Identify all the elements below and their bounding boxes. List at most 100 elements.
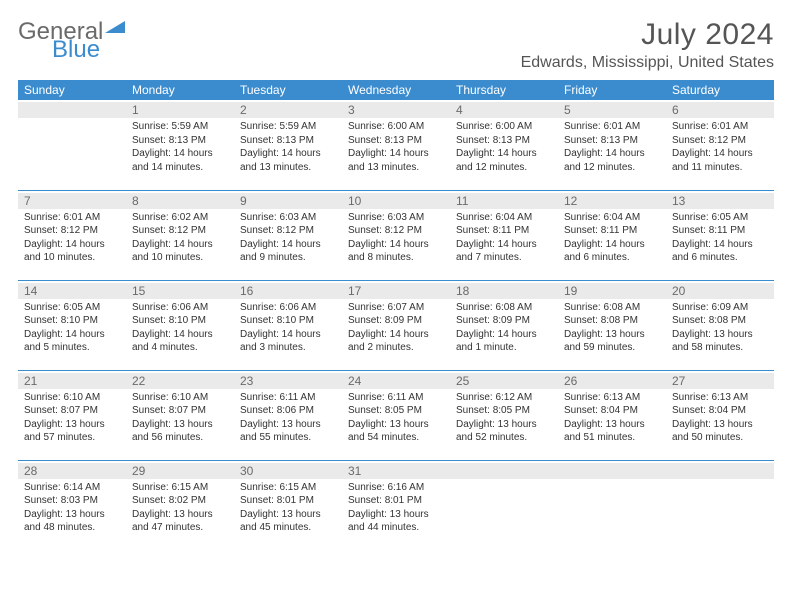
calendar-day-cell: 27 Sunrise: 6:13 AMSunset: 8:04 PMDayligh…	[666, 370, 774, 460]
day-info: Sunrise: 6:10 AMSunset: 8:07 PMDaylight:…	[24, 391, 120, 445]
day-number: 14	[18, 283, 126, 299]
day-info: Sunrise: 6:15 AMSunset: 8:01 PMDaylight:…	[240, 481, 336, 535]
day-info: Sunrise: 6:13 AMSunset: 8:04 PMDaylight:…	[672, 391, 768, 445]
calendar-day-cell: 5 Sunrise: 6:01 AMSunset: 8:13 PMDaylight…	[558, 100, 666, 190]
day-info: Sunrise: 6:05 AMSunset: 8:11 PMDaylight:…	[672, 211, 768, 265]
day-number: 31	[342, 463, 450, 479]
day-info: Sunrise: 6:14 AMSunset: 8:03 PMDaylight:…	[24, 481, 120, 535]
calendar-day-cell: 11 Sunrise: 6:04 AMSunset: 8:11 PMDayligh…	[450, 190, 558, 280]
day-number: 2	[234, 102, 342, 118]
day-number: 26	[558, 373, 666, 389]
calendar-day-cell: 18 Sunrise: 6:08 AMSunset: 8:09 PMDayligh…	[450, 280, 558, 370]
weekday-header: Wednesday	[342, 80, 450, 100]
day-number: 22	[126, 373, 234, 389]
calendar-day-cell: 12 Sunrise: 6:04 AMSunset: 8:11 PMDayligh…	[558, 190, 666, 280]
day-info: Sunrise: 6:11 AMSunset: 8:05 PMDaylight:…	[348, 391, 444, 445]
day-info: Sunrise: 6:04 AMSunset: 8:11 PMDaylight:…	[456, 211, 552, 265]
day-info: Sunrise: 5:59 AMSunset: 8:13 PMDaylight:…	[132, 120, 228, 174]
day-number: 3	[342, 102, 450, 118]
calendar-week-row: 1 Sunrise: 5:59 AMSunset: 8:13 PMDaylight…	[18, 100, 774, 190]
calendar-empty-cell	[558, 460, 666, 550]
day-info: Sunrise: 6:01 AMSunset: 8:12 PMDaylight:…	[672, 120, 768, 174]
day-info: Sunrise: 6:06 AMSunset: 8:10 PMDaylight:…	[132, 301, 228, 355]
calendar-day-cell: 14Sunrise: 6:05 AMSunset: 8:10 PMDayligh…	[18, 280, 126, 370]
day-number	[18, 102, 126, 118]
calendar-day-cell: 16Sunrise: 6:06 AMSunset: 8:10 PMDayligh…	[234, 280, 342, 370]
calendar-day-cell: 30Sunrise: 6:15 AMSunset: 8:01 PMDayligh…	[234, 460, 342, 550]
day-number: 27	[666, 373, 774, 389]
calendar-day-cell: 26 Sunrise: 6:13 AMSunset: 8:04 PMDayligh…	[558, 370, 666, 460]
calendar-empty-cell	[450, 460, 558, 550]
day-number: 24	[342, 373, 450, 389]
day-number	[558, 463, 666, 479]
calendar-day-cell: 1 Sunrise: 5:59 AMSunset: 8:13 PMDaylight…	[126, 100, 234, 190]
day-number: 12	[558, 193, 666, 209]
day-number: 4	[450, 102, 558, 118]
weekday-header: Saturday	[666, 80, 774, 100]
calendar-day-cell: 8Sunrise: 6:02 AMSunset: 8:12 PMDaylight…	[126, 190, 234, 280]
day-number: 11	[450, 193, 558, 209]
weekday-header: Tuesday	[234, 80, 342, 100]
calendar-day-cell: 23Sunrise: 6:11 AMSunset: 8:06 PMDayligh…	[234, 370, 342, 460]
day-number: 25	[450, 373, 558, 389]
logo: GeneralBlue	[18, 18, 123, 74]
day-number	[450, 463, 558, 479]
logo-triangle-icon	[105, 20, 125, 37]
month-title: July 2024	[521, 18, 774, 52]
weekday-header: Thursday	[450, 80, 558, 100]
day-number: 28	[18, 463, 126, 479]
logo-text-blue: Blue	[52, 36, 100, 63]
day-number: 19	[558, 283, 666, 299]
day-info: Sunrise: 6:01 AMSunset: 8:12 PMDaylight:…	[24, 211, 120, 265]
day-info: Sunrise: 6:04 AMSunset: 8:11 PMDaylight:…	[564, 211, 660, 265]
day-info: Sunrise: 6:03 AMSunset: 8:12 PMDaylight:…	[240, 211, 336, 265]
title-block: July 2024 Edwards, Mississippi, United S…	[521, 18, 774, 72]
day-number	[666, 463, 774, 479]
calendar-day-cell: 15 Sunrise: 6:06 AMSunset: 8:10 PMDayligh…	[126, 280, 234, 370]
header: GeneralBlue July 2024 Edwards, Mississip…	[18, 18, 774, 74]
day-number: 29	[126, 463, 234, 479]
calendar-empty-cell	[666, 460, 774, 550]
day-info: Sunrise: 6:00 AMSunset: 8:13 PMDaylight:…	[348, 120, 444, 174]
day-number: 5	[558, 102, 666, 118]
day-number: 16	[234, 283, 342, 299]
weekday-header: Friday	[558, 80, 666, 100]
day-info: Sunrise: 6:15 AMSunset: 8:02 PMDaylight:…	[132, 481, 228, 535]
calendar-day-cell: 9 Sunrise: 6:03 AMSunset: 8:12 PMDaylight…	[234, 190, 342, 280]
calendar-day-cell: 29 Sunrise: 6:15 AMSunset: 8:02 PMDayligh…	[126, 460, 234, 550]
calendar-day-cell: 31 Sunrise: 6:16 AMSunset: 8:01 PMDayligh…	[342, 460, 450, 550]
calendar-day-cell: 17Sunrise: 6:07 AMSunset: 8:09 PMDayligh…	[342, 280, 450, 370]
day-number: 15	[126, 283, 234, 299]
calendar-day-cell: 2Sunrise: 5:59 AMSunset: 8:13 PMDaylight…	[234, 100, 342, 190]
weekday-header: Monday	[126, 80, 234, 100]
calendar-day-cell: 13Sunrise: 6:05 AMSunset: 8:11 PMDayligh…	[666, 190, 774, 280]
calendar-day-cell: 20Sunrise: 6:09 AMSunset: 8:08 PMDayligh…	[666, 280, 774, 370]
day-number: 9	[234, 193, 342, 209]
calendar-week-row: 14Sunrise: 6:05 AMSunset: 8:10 PMDayligh…	[18, 280, 774, 370]
calendar-day-cell: 19Sunrise: 6:08 AMSunset: 8:08 PMDayligh…	[558, 280, 666, 370]
calendar-day-cell: 28 Sunrise: 6:14 AMSunset: 8:03 PMDayligh…	[18, 460, 126, 550]
day-number: 21	[18, 373, 126, 389]
day-info: Sunrise: 6:16 AMSunset: 8:01 PMDaylight:…	[348, 481, 444, 535]
day-info: Sunrise: 6:03 AMSunset: 8:12 PMDaylight:…	[348, 211, 444, 265]
calendar-body: 1 Sunrise: 5:59 AMSunset: 8:13 PMDaylight…	[18, 100, 774, 550]
day-info: Sunrise: 6:09 AMSunset: 8:08 PMDaylight:…	[672, 301, 768, 355]
calendar-day-cell: 21 Sunrise: 6:10 AMSunset: 8:07 PMDayligh…	[18, 370, 126, 460]
day-info: Sunrise: 6:13 AMSunset: 8:04 PMDaylight:…	[564, 391, 660, 445]
day-number: 7	[18, 193, 126, 209]
calendar-empty-cell	[18, 100, 126, 190]
day-number: 23	[234, 373, 342, 389]
calendar-day-cell: 10 Sunrise: 6:03 AMSunset: 8:12 PMDayligh…	[342, 190, 450, 280]
day-number: 6	[666, 102, 774, 118]
day-number: 18	[450, 283, 558, 299]
day-info: Sunrise: 6:02 AMSunset: 8:12 PMDaylight:…	[132, 211, 228, 265]
calendar-table: SundayMondayTuesdayWednesdayThursdayFrid…	[18, 80, 774, 550]
day-info: Sunrise: 6:08 AMSunset: 8:09 PMDaylight:…	[456, 301, 552, 355]
location: Edwards, Mississippi, United States	[521, 54, 774, 72]
calendar-week-row: 28 Sunrise: 6:14 AMSunset: 8:03 PMDayligh…	[18, 460, 774, 550]
day-info: Sunrise: 6:07 AMSunset: 8:09 PMDaylight:…	[348, 301, 444, 355]
day-number: 1	[126, 102, 234, 118]
weekday-header: Sunday	[18, 80, 126, 100]
day-number: 10	[342, 193, 450, 209]
day-info: Sunrise: 6:01 AMSunset: 8:13 PMDaylight:…	[564, 120, 660, 174]
